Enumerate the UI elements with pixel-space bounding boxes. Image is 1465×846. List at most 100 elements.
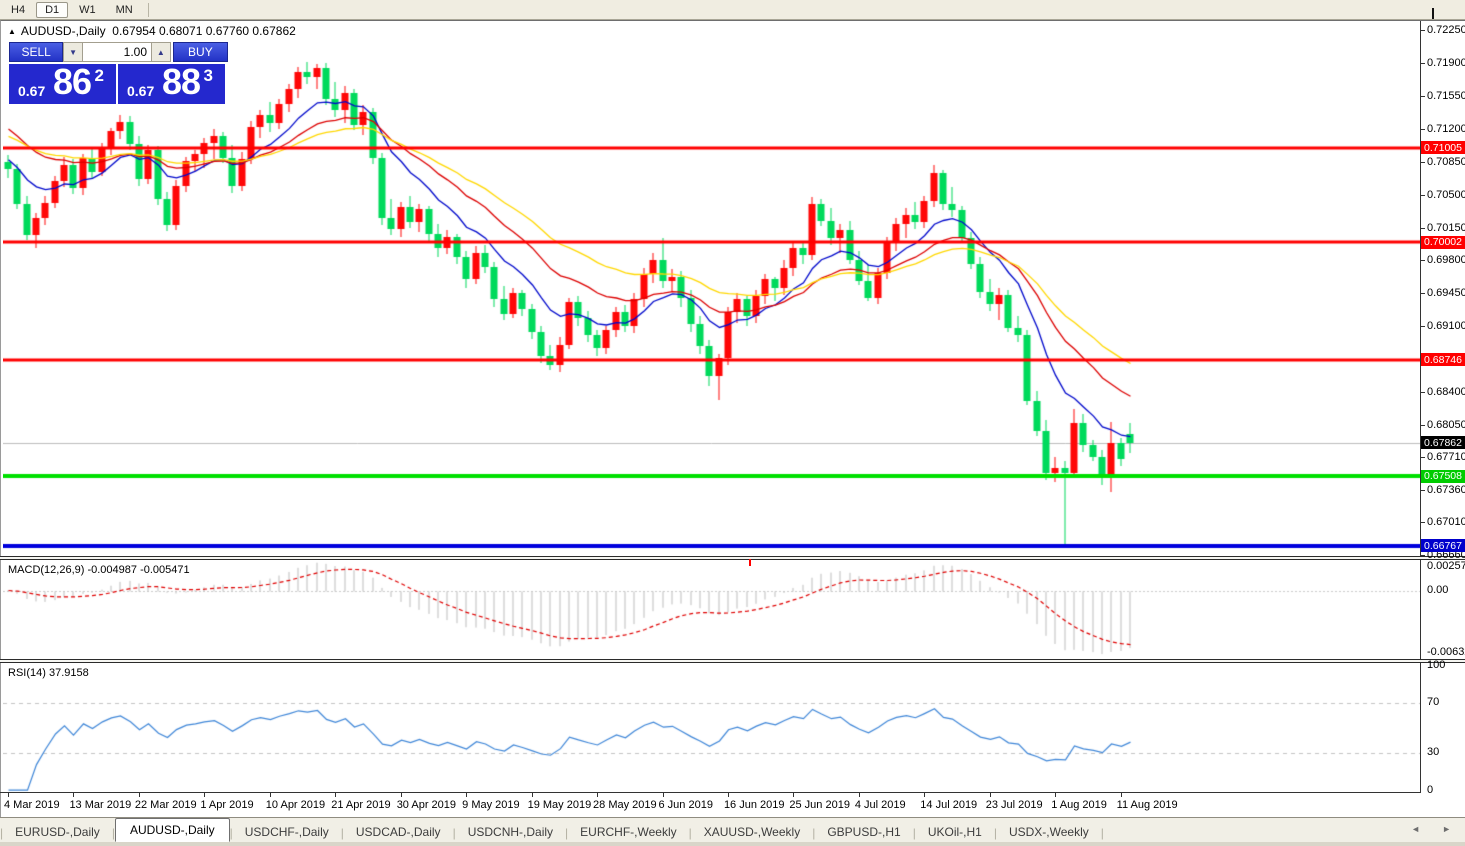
chart-tab-ukoil[interactable]: UKOil-,H1 (927, 825, 982, 839)
tab-separator: | (993, 826, 997, 840)
timeframe-button-mn[interactable]: MN (115, 3, 133, 16)
price-level-chip: 0.66767 (1421, 539, 1465, 553)
sell-price-sup: 2 (94, 66, 104, 85)
tabbar-top-border (0, 817, 1465, 818)
sell-price-tile[interactable]: 0.67 86 2 (9, 61, 116, 104)
date-axis-tick (466, 793, 468, 797)
macd-panel-canvas[interactable] (3, 560, 1420, 658)
tab-separator: | (912, 826, 916, 840)
buy-price-small: 0.67 (127, 83, 155, 99)
spin-down-icon: ▼ (69, 47, 78, 57)
date-axis-tick (1055, 793, 1057, 797)
volume-input[interactable] (83, 42, 152, 62)
date-axis-tick (1120, 793, 1122, 797)
chart-tab-eurusd[interactable]: EURUSD-,Daily (15, 825, 100, 839)
rsi-scale-label: 0 (1427, 783, 1434, 796)
volume-increase-button[interactable]: ▲ (151, 42, 171, 62)
volume-decrease-button[interactable]: ▼ (63, 42, 84, 62)
date-axis-tick (138, 793, 140, 797)
sell-price-big: 86 (53, 61, 92, 102)
tab-separator: | (229, 826, 233, 840)
chart-tab-usdchf[interactable]: USDCHF-,Daily (244, 825, 329, 839)
buy-price-big: 88 (162, 61, 201, 102)
buy-button[interactable]: BUY (172, 42, 229, 62)
macd-scale-label: 0.002574 (1427, 559, 1465, 572)
timeframe-toolbar: H4 D1 W1 MN (0, 0, 1465, 20)
price-axis-tick (1421, 293, 1425, 295)
date-axis-label: 16 Jun 2019 (723, 799, 785, 811)
price-axis-label: 0.67360 (1427, 483, 1465, 496)
price-axis-label: 0.70850 (1427, 155, 1465, 168)
chart-shift-marker[interactable] (1432, 8, 1434, 19)
price-axis-label: 0.71550 (1427, 90, 1465, 103)
main-chart-canvas[interactable] (3, 21, 1420, 556)
one-click-trading-panel: SELL ▼ ▲ BUY 0.67 86 2 0.67 88 3 (9, 42, 229, 104)
price-axis-border (1420, 21, 1421, 793)
tab-scroll-right-icon[interactable]: ► (1442, 824, 1451, 834)
date-axis-label: 19 May 2019 (527, 799, 592, 811)
date-axis-tick (531, 793, 533, 797)
date-axis-label: 23 Jul 2019 (985, 799, 1043, 811)
tab-separator: | (111, 826, 115, 840)
symbol-dropdown-icon[interactable]: ▲ (8, 27, 16, 36)
date-axis-label: 22 Mar 2019 (134, 799, 197, 811)
price-axis-tick (1421, 96, 1425, 98)
price-axis-tick (1421, 194, 1425, 196)
buy-price-tile[interactable]: 0.67 88 3 (118, 61, 225, 104)
tab-separator: | (0, 826, 4, 840)
date-axis-tick (8, 793, 9, 797)
rsi-scale-label: 30 (1427, 746, 1440, 759)
price-axis-tick (1421, 522, 1425, 524)
chart-tab-usdcad[interactable]: USDCAD-,Daily (355, 825, 441, 839)
date-axis-label: 25 Jun 2019 (789, 799, 850, 811)
price-axis-tick (1421, 391, 1425, 393)
price-axis-label: 0.70500 (1427, 188, 1465, 201)
price-axis-tick (1421, 30, 1425, 32)
date-axis-tick (989, 793, 991, 797)
price-axis-label: 0.67010 (1427, 516, 1465, 529)
chart-tab-eurchf[interactable]: EURCHF-,Weekly (580, 825, 677, 839)
chart-tab-xauusd[interactable]: XAUUSD-,Weekly (703, 825, 801, 839)
date-axis-label: 4 Jul 2019 (854, 799, 906, 811)
rsi-scale-label: 70 (1427, 696, 1440, 709)
price-axis-tick (1421, 424, 1425, 426)
tab-scroll-left-icon[interactable]: ◄ (1411, 824, 1421, 834)
date-axis-tick (662, 793, 664, 797)
tab-separator: | (812, 826, 816, 840)
window-bottom-strip (0, 842, 1465, 846)
price-axis-label: 0.69450 (1427, 287, 1465, 300)
date-axis-tick (793, 793, 795, 797)
price-axis-tick (1421, 63, 1425, 65)
tab-separator: | (452, 826, 456, 840)
rsi-label: RSI(14) 37.9158 (8, 667, 89, 679)
rsi-panel-divider[interactable] (0, 659, 1465, 663)
timeframe-button-d1[interactable]: D1 (36, 1, 69, 18)
timeframe-button-h4[interactable]: H4 (11, 3, 26, 16)
spin-up-icon: ▲ (156, 47, 165, 57)
rsi-scale-label: 100 (1427, 658, 1446, 671)
sell-button[interactable]: SELL (9, 42, 64, 62)
macd-panel-divider[interactable] (0, 556, 1465, 560)
price-axis-tick (1421, 260, 1425, 262)
price-axis-tick (1421, 227, 1425, 229)
price-axis-label: 0.72250 (1427, 24, 1465, 37)
date-axis-label: 4 Mar 2019 (4, 799, 60, 811)
chart-tab-gbpusd[interactable]: GBPUSD-,H1 (827, 825, 901, 839)
price-axis-label: 0.71900 (1427, 57, 1465, 70)
sell-price-small: 0.67 (18, 83, 46, 99)
price-axis-tick (1421, 555, 1425, 557)
timeframe-button-w1[interactable]: W1 (79, 3, 96, 16)
rsi-panel-canvas[interactable] (3, 663, 1420, 793)
macd-object-marker (749, 559, 751, 566)
price-axis-tick (1421, 489, 1425, 491)
date-axis-label: 14 Jul 2019 (920, 799, 978, 811)
price-axis-tick (1421, 326, 1425, 328)
chart-tab-usdx[interactable]: USDX-,Weekly (1008, 825, 1089, 839)
chart-tab-audusd[interactable]: AUDUSD-,Daily (114, 818, 230, 842)
price-axis-label: 0.69100 (1427, 320, 1465, 333)
chart-tab-bar: | EURUSD-,Daily | AUDUSD-,Daily | USDCHF-,Dai… (0, 818, 1465, 842)
date-axis-tick (204, 793, 206, 797)
tab-separator: | (688, 826, 692, 840)
chart-tab-usdcnh[interactable]: USDCNH-,Daily (467, 825, 554, 839)
